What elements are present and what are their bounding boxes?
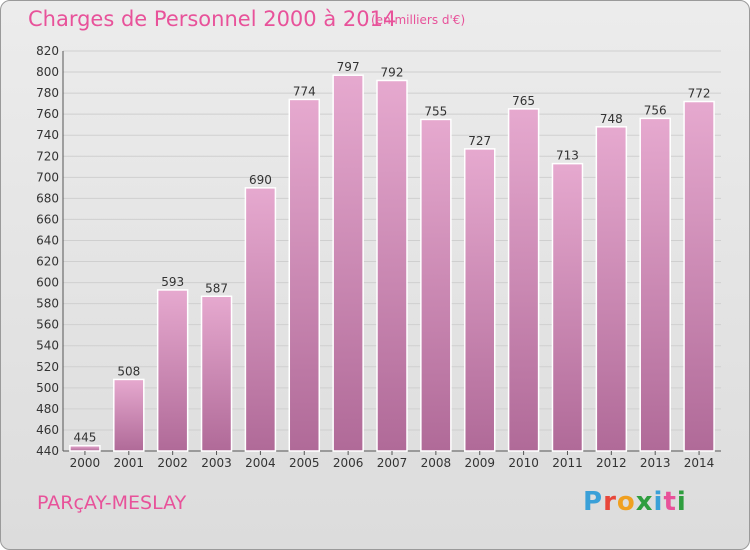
data-label: 792 bbox=[381, 65, 404, 79]
data-label: 587 bbox=[205, 281, 228, 295]
chart-unit-label: (en milliers d'€) bbox=[371, 13, 466, 27]
x-tick-label: 2012 bbox=[596, 456, 627, 470]
chart-title: Charges de Personnel 2000 à 2014 bbox=[28, 7, 397, 31]
x-tick-label: 2008 bbox=[421, 456, 452, 470]
bar bbox=[639, 117, 671, 452]
bar bbox=[244, 187, 277, 452]
y-tick-label: 580 bbox=[36, 297, 59, 311]
commune-name: PARçAY-MESLAY bbox=[37, 492, 187, 514]
x-tick-label: 2010 bbox=[508, 456, 539, 470]
bar bbox=[156, 289, 189, 452]
y-tick-label: 760 bbox=[36, 107, 59, 121]
bar bbox=[113, 378, 145, 452]
bar bbox=[551, 162, 584, 452]
logo-letter: t bbox=[663, 487, 677, 517]
bar bbox=[69, 444, 101, 452]
y-tick-label: 560 bbox=[36, 318, 59, 332]
logo-letter: x bbox=[635, 487, 654, 517]
y-tick-label: 780 bbox=[36, 86, 59, 100]
logo-letter: i bbox=[676, 487, 687, 517]
x-tick-label: 2011 bbox=[552, 456, 583, 470]
data-label: 727 bbox=[468, 134, 491, 148]
data-label: 445 bbox=[73, 431, 96, 445]
bar bbox=[463, 148, 496, 452]
bar bbox=[595, 126, 628, 452]
y-tick-label: 680 bbox=[36, 191, 59, 205]
y-tick-label: 520 bbox=[36, 360, 59, 374]
x-tick-label: 2006 bbox=[333, 456, 364, 470]
data-label: 748 bbox=[600, 112, 623, 126]
data-label: 713 bbox=[556, 149, 579, 163]
logo-letter: i bbox=[653, 487, 664, 517]
bar bbox=[288, 98, 321, 452]
data-label: 593 bbox=[161, 275, 184, 289]
logo-letter: P bbox=[583, 487, 604, 517]
y-tick-label: 660 bbox=[36, 212, 59, 226]
y-tick-label: 480 bbox=[36, 402, 59, 416]
y-tick-label: 540 bbox=[36, 339, 59, 353]
data-label: 765 bbox=[512, 94, 535, 108]
bar bbox=[507, 108, 540, 452]
data-label: 774 bbox=[293, 84, 316, 98]
data-label: 756 bbox=[644, 103, 667, 117]
x-tick-label: 2005 bbox=[289, 456, 320, 470]
y-tick-label: 440 bbox=[36, 444, 59, 458]
y-tick-label: 640 bbox=[36, 233, 59, 247]
data-label: 755 bbox=[424, 104, 447, 118]
y-tick-label: 700 bbox=[36, 170, 59, 184]
x-tick-label: 2009 bbox=[464, 456, 495, 470]
y-tick-label: 620 bbox=[36, 255, 59, 269]
logo-letter: r bbox=[603, 487, 617, 517]
data-label: 797 bbox=[337, 60, 360, 74]
y-tick-label: 500 bbox=[36, 381, 59, 395]
y-tick-label: 720 bbox=[36, 149, 59, 163]
bar bbox=[332, 74, 364, 452]
x-tick-label: 2001 bbox=[114, 456, 145, 470]
logo-letter: o bbox=[616, 487, 636, 517]
data-label: 772 bbox=[688, 87, 711, 101]
data-label: 508 bbox=[117, 364, 140, 378]
y-tick-label: 740 bbox=[36, 128, 59, 142]
data-label: 690 bbox=[249, 173, 272, 187]
y-tick-label: 800 bbox=[36, 65, 59, 79]
proxiti-logo[interactable]: Proxiti bbox=[583, 487, 687, 517]
bar bbox=[420, 118, 452, 452]
x-tick-label: 2002 bbox=[157, 456, 188, 470]
x-tick-label: 2003 bbox=[201, 456, 232, 470]
x-tick-label: 2004 bbox=[245, 456, 276, 470]
bar bbox=[200, 295, 233, 452]
bar bbox=[683, 100, 715, 452]
x-tick-label: 2014 bbox=[684, 456, 715, 470]
y-tick-label: 820 bbox=[36, 44, 59, 58]
y-tick-label: 460 bbox=[36, 423, 59, 437]
x-tick-label: 2000 bbox=[70, 456, 101, 470]
y-tick-label: 600 bbox=[36, 276, 59, 290]
x-tick-label: 2007 bbox=[377, 456, 408, 470]
x-tick-label: 2013 bbox=[640, 456, 671, 470]
bar bbox=[376, 79, 408, 452]
